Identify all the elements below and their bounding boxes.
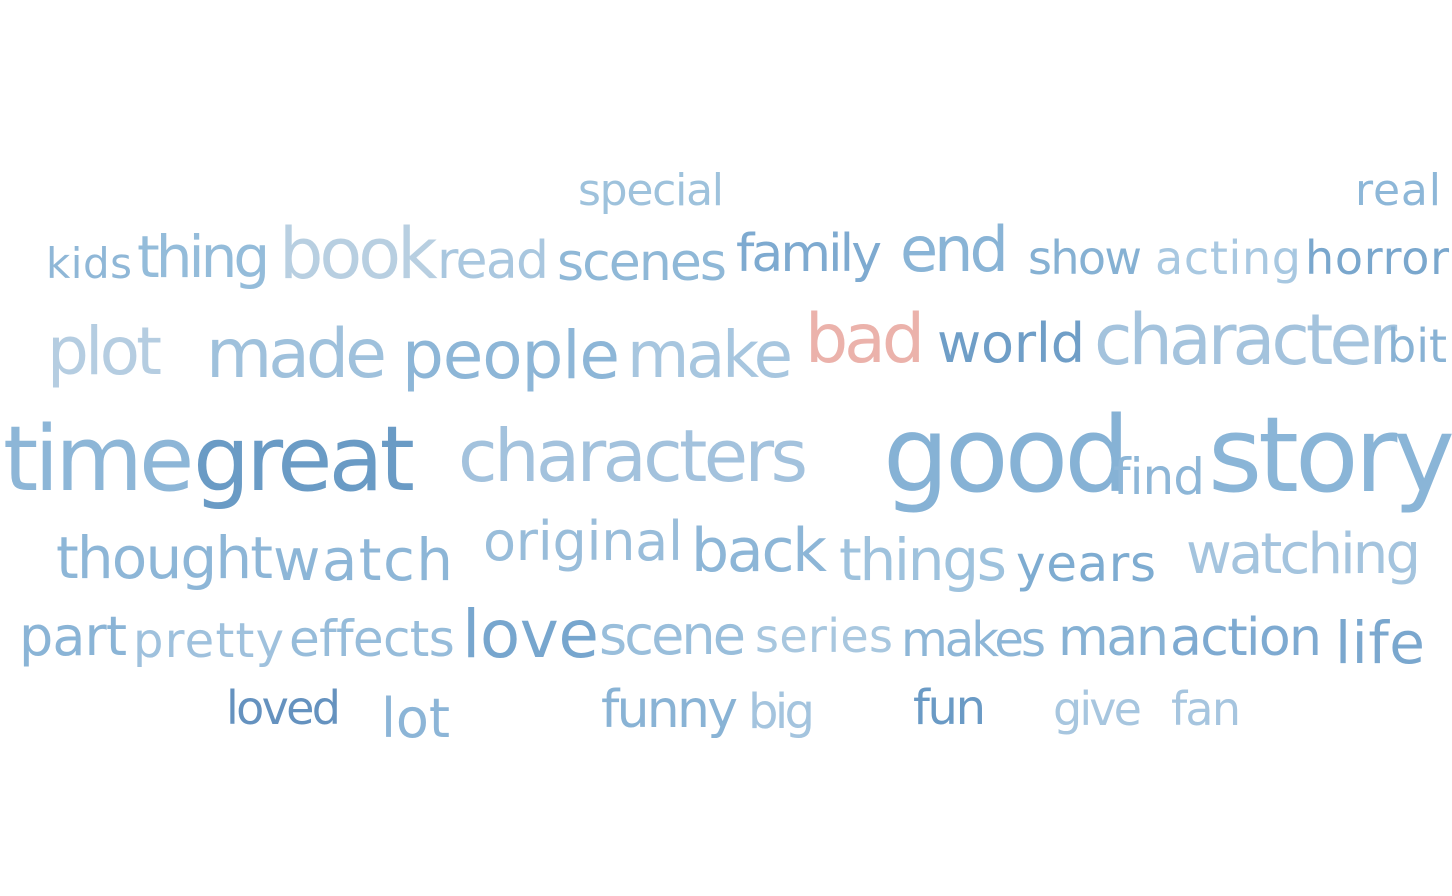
word-real: real bbox=[1355, 164, 1442, 216]
word-made: made bbox=[206, 315, 387, 395]
word-great: great bbox=[193, 406, 415, 512]
word-part: part bbox=[19, 604, 127, 668]
word-man: man bbox=[1058, 608, 1169, 669]
word-effects: effects bbox=[289, 610, 455, 668]
word-makes: makes bbox=[901, 611, 1046, 668]
word-good: good bbox=[883, 393, 1130, 516]
word-characters: characters bbox=[458, 414, 808, 499]
word-scenes: scenes bbox=[557, 233, 727, 294]
word-time: time bbox=[3, 406, 194, 512]
word-watch: watch bbox=[273, 525, 455, 594]
word-big: big bbox=[748, 683, 815, 740]
word-fan: fan bbox=[1171, 682, 1241, 737]
word-character: character bbox=[1094, 298, 1397, 381]
word-show: show bbox=[1028, 231, 1142, 286]
word-find: find bbox=[1113, 448, 1205, 506]
word-lot: lot bbox=[381, 686, 450, 750]
word-kids: kids bbox=[46, 239, 133, 289]
word-read: read bbox=[437, 231, 549, 292]
word-make: make bbox=[627, 319, 793, 394]
word-life: life bbox=[1335, 608, 1426, 677]
word-years: years bbox=[1016, 535, 1157, 593]
word-watching: watching bbox=[1186, 522, 1421, 588]
word-original: original bbox=[483, 509, 683, 573]
word-loved: loved bbox=[226, 681, 341, 736]
word-plot: plot bbox=[47, 312, 162, 390]
word-series: series bbox=[755, 609, 894, 664]
word-horror: horror bbox=[1305, 231, 1450, 286]
word-story: story bbox=[1208, 393, 1452, 516]
word-fun: fun bbox=[913, 679, 986, 736]
word-end: end bbox=[900, 212, 1009, 286]
word-things: things bbox=[839, 525, 1007, 594]
word-bad: bad bbox=[805, 300, 925, 380]
word-scene: scene bbox=[599, 603, 746, 667]
word-thing: thing bbox=[137, 222, 270, 291]
word-bit: bit bbox=[1387, 319, 1447, 374]
word-give: give bbox=[1053, 682, 1142, 737]
word-family: family bbox=[736, 224, 882, 285]
word-thought: thought bbox=[56, 523, 273, 592]
word-people: people bbox=[402, 316, 620, 394]
word-love: love bbox=[462, 595, 599, 673]
word-action: action bbox=[1170, 608, 1322, 669]
word-special: special bbox=[578, 164, 724, 216]
word-pretty: pretty bbox=[133, 612, 286, 669]
word-acting: acting bbox=[1155, 231, 1302, 286]
word-world: world bbox=[937, 311, 1085, 375]
word-funny: funny bbox=[601, 680, 738, 741]
word-book: book bbox=[279, 212, 438, 295]
word-back: back bbox=[691, 516, 827, 587]
